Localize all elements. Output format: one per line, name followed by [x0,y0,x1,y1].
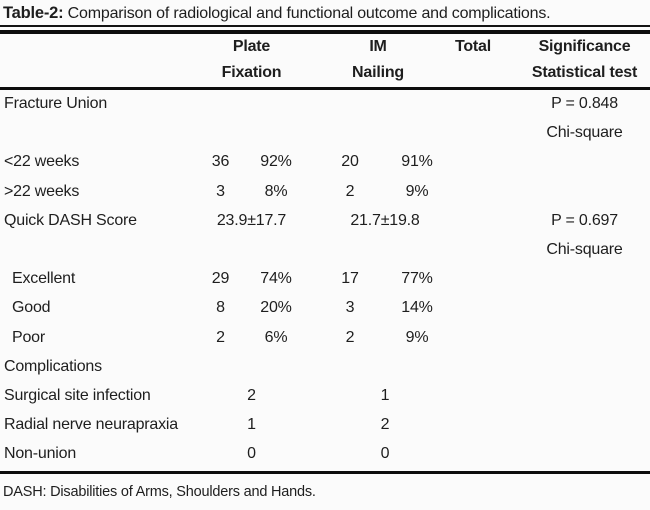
cell-plate-value: 23.9±17.7 [216,211,287,229]
row-label: <22 weeks [4,153,80,171]
table-number-label: Table-2: [3,4,64,22]
cell-im-pct: 91% [401,153,433,171]
cell-plate-value: 2 [247,386,256,404]
row-label: Excellent [12,270,76,288]
table-row-good: Good 8 20% 3 14% [0,294,650,323]
footer-rule [0,470,650,475]
cell-im-value: 0 [380,445,390,463]
cell-significance: Chi-square [546,241,623,259]
column-header-plate-fixation: Plate Fixation [196,34,307,87]
row-label: Good [12,299,51,317]
cell-im-value: 21.7±19.8 [350,211,420,229]
column-header-sig-line2: Statistical test [531,64,638,81]
cell-significance: Chi-square [546,124,623,142]
cell-plate-value: 0 [247,445,256,463]
cell-plate-n: 8 [216,299,225,317]
row-label: >22 weeks [4,182,80,200]
cell-significance: P = 0.697 [551,211,618,229]
column-header-total-line1: Total [454,37,492,55]
table-row-gt22-weeks: >22 weeks 3 8% 2 9% [0,177,650,206]
cell-plate-pct: 6% [264,328,288,346]
table-row-quick-dash-score: Quick DASH Score 23.9±17.7 21.7±19.8 P =… [0,206,650,235]
table-footnote: DASH: Disabilities of Arms, Shoulders an… [3,484,316,501]
cell-plate-n: 2 [216,328,225,346]
row-label: Fracture Union [4,95,108,113]
row-label: Complications [4,357,102,375]
cell-plate-pct: 8% [264,182,288,200]
column-header-total: Total [441,34,505,87]
row-label: Surgical site infection [4,386,151,404]
cell-plate-n: 3 [216,182,225,200]
cell-im-value: 2 [380,416,390,434]
header-rule [0,86,650,90]
table-row-poor: Poor 2 6% 2 9% [0,323,650,352]
cell-plate-n: 36 [211,153,230,171]
table-row-fracture-union-test: Chi-square [0,119,650,148]
column-header-plate-line1: Plate [232,37,271,55]
cell-im-pct: 9% [405,328,429,346]
cell-plate-pct: 92% [260,153,292,171]
cell-plate-value: 1 [247,416,256,434]
table-row-surgical-site-infection: Surgical site infection 2 1 [0,381,650,410]
cell-im-n: 17 [341,270,359,288]
column-header-sig-line1: Significance [538,37,631,55]
table-row-complications: Complications [0,352,650,381]
cell-im-pct: 77% [401,270,433,288]
table-row-non-union: Non-union 0 0 [0,440,650,469]
cell-im-value: 1 [380,386,390,404]
row-label: Quick DASH Score [4,211,137,229]
row-label: Non-union [4,445,77,463]
table-header-row: Plate Fixation IM Nailing Total Signific… [0,34,650,87]
table-title: Table-2: Comparison of radiological and … [0,0,650,24]
table-body: Fracture Union P = 0.848 Chi-square <22 … [0,90,650,469]
cell-im-n: 2 [345,182,355,200]
row-label: Poor [12,328,45,346]
column-header-im-nailing: IM Nailing [307,34,441,87]
table-row-quick-dash-test: Chi-square [0,235,650,264]
cell-im-n: 3 [345,299,355,317]
table-row-excellent: Excellent 29 74% 17 77% [0,265,650,294]
cell-im-pct: 9% [405,182,429,200]
table-row-radial-nerve-neurapraxia: Radial nerve neurapraxia 1 2 [0,411,650,440]
table-row-fracture-union: Fracture Union P = 0.848 [0,90,650,119]
title-rule-thick [0,30,650,34]
title-rule-thin [0,25,650,27]
column-header-plate-line2: Fixation [221,64,282,81]
cell-plate-pct: 20% [260,299,292,317]
cell-plate-n: 29 [211,270,230,288]
table-row-lt22-weeks: <22 weeks 36 92% 20 91% [0,148,650,177]
column-header-significance: Significance Statistical test [505,34,650,87]
row-label: Radial nerve neurapraxia [4,416,178,434]
cell-plate-pct: 74% [260,270,292,288]
column-header-im-line2: Nailing [352,64,404,81]
table-title-text: Comparison of radiological and functiona… [63,5,551,22]
cell-significance: P = 0.848 [551,95,618,113]
cell-im-pct: 14% [401,299,433,317]
cell-im-n: 20 [341,153,359,171]
cell-im-n: 2 [345,328,355,346]
column-header-im-line1: IM [369,37,387,55]
